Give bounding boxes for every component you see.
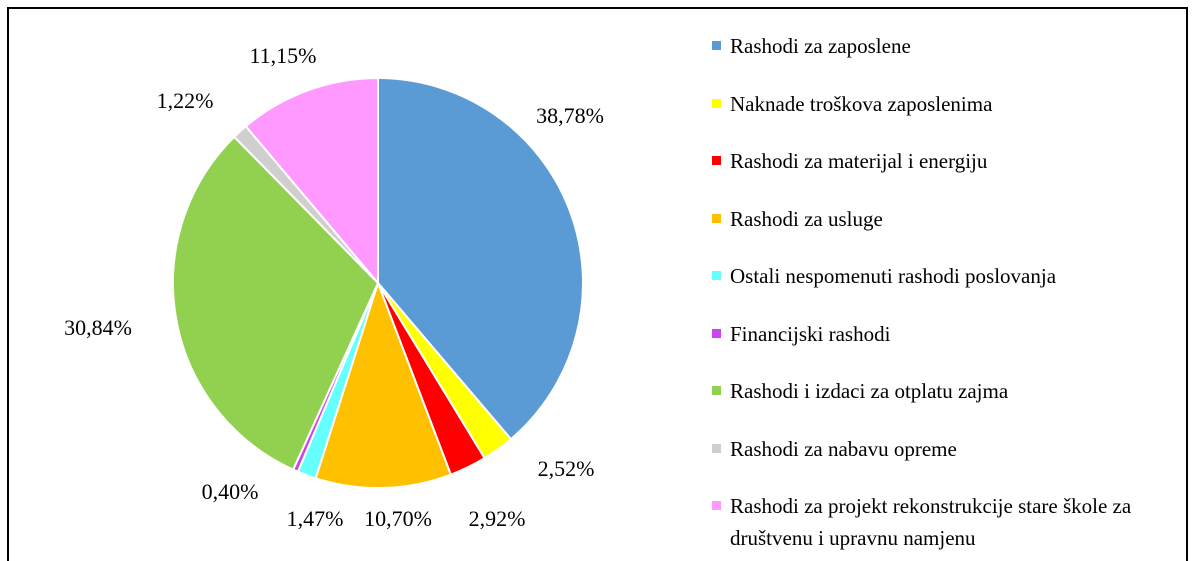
legend-swatch xyxy=(712,213,721,223)
legend-item: Rashodi za materijal i energiju xyxy=(712,145,1182,203)
frame xyxy=(7,7,1188,561)
legend-label: Ostali nespomenuti rashodi poslovanja xyxy=(730,264,1057,288)
legend-swatch xyxy=(712,98,721,108)
data-label: 10,70% xyxy=(364,506,432,531)
legend-label: Rashodi za nabavu opreme xyxy=(730,436,957,461)
legend-label: Rashodi i izdaci za otplatu zajma xyxy=(730,379,1009,403)
data-label: 1,22% xyxy=(157,88,214,113)
pie-slice xyxy=(314,279,453,489)
legend-swatch xyxy=(712,501,721,510)
legend-label: Rashodi za materijal i energiju xyxy=(730,149,988,173)
legend-item: Financijski rashodi xyxy=(712,318,1182,376)
legend-item: Rashodi za projekt rekonstrukcije stare … xyxy=(712,490,1182,550)
pie-slice xyxy=(244,76,379,286)
legend: Rashodi za zaposlene Naknade troškova zap… xyxy=(712,30,1182,550)
data-label: 30,84% xyxy=(64,315,132,340)
legend-swatch xyxy=(712,386,721,395)
data-label: 1,47% xyxy=(287,506,344,531)
legend-label: Naknade troškova zaposlenima xyxy=(730,91,993,116)
legend-swatch xyxy=(712,443,721,453)
legend-swatch xyxy=(712,328,721,338)
legend-label: Rashodi za zaposlene xyxy=(730,34,911,58)
data-label: 2,52% xyxy=(538,456,595,481)
legend-label: Financijski rashodi xyxy=(730,321,891,346)
data-label: 2,92% xyxy=(469,506,526,531)
legend-item: Rashodi za nabavu opreme xyxy=(712,433,1182,491)
pie-slice xyxy=(377,76,584,441)
legend-item: Ostali nespomenuti rashodi poslovanja xyxy=(712,260,1182,318)
legend-swatch xyxy=(712,156,721,165)
data-label: 0,40% xyxy=(202,479,259,504)
legend-swatch xyxy=(712,271,721,280)
legend-item: Rashodi za usluge xyxy=(712,203,1182,261)
legend-item: Naknade troškova zaposlenima xyxy=(712,88,1182,146)
legend-swatch xyxy=(712,41,721,50)
pie-slice xyxy=(172,135,380,471)
legend-label: Rashodi za usluge xyxy=(730,206,883,231)
legend-label: Rashodi za projekt rekonstrukcije stare … xyxy=(730,494,1132,550)
legend-item: Rashodi za zaposlene xyxy=(712,30,1182,88)
legend-item: Rashodi i izdaci za otplatu zajma xyxy=(712,375,1182,433)
data-label: 38,78% xyxy=(536,103,604,128)
data-label: 11,15% xyxy=(249,43,316,68)
